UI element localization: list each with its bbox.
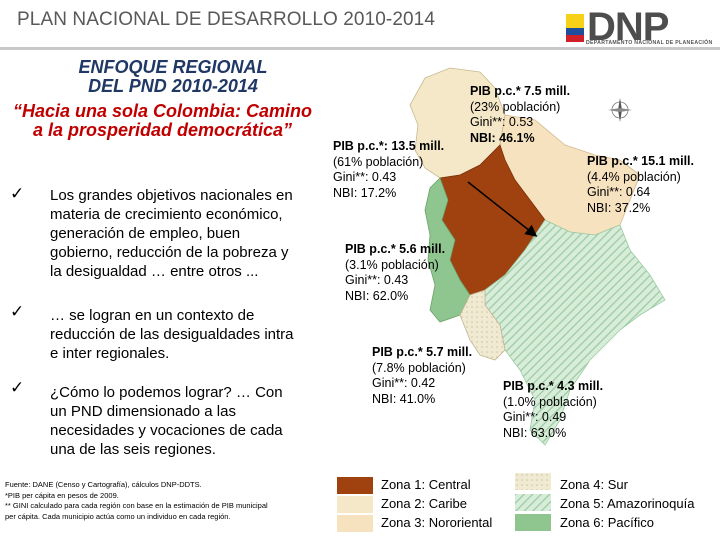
stat-line: PIB p.c.* 5.6 mill. (345, 242, 446, 256)
stat-line: NBI: 62.0% (345, 288, 409, 303)
section-title-line2: DEL PND 2010-2014 (88, 76, 258, 96)
compass-icon (608, 98, 632, 122)
stat-line: PIB p.c.* 15.1 mill. (587, 154, 694, 168)
colombia-flag-icon (566, 14, 584, 42)
stat-line: PIB p.c.* 7.5 mill. (470, 84, 571, 98)
legend-swatch-caribe (337, 496, 373, 513)
region-pacifico (424, 177, 471, 323)
checkmark-icon: ✓ (10, 184, 25, 203)
stat-line: NBI: 63.0% (503, 425, 567, 440)
legend-label-caribe: Zona 2: Caribe (381, 496, 467, 511)
legend-label-pacifico: Zona 6: Pacífico (560, 515, 654, 530)
colombia-regions-map (409, 67, 666, 446)
checkmark-icon: ✓ (10, 378, 25, 397)
stat-line: Gini**: 0.64 (587, 185, 651, 199)
stat-line: (3.1% población) (345, 257, 439, 272)
stat-line: NBI: 41.0% (372, 391, 436, 406)
bullet-line: reducción de las desigualdades intra (50, 326, 294, 343)
stat-line: Gini**: 0.53 (470, 115, 534, 129)
page-header-title: PLAN NACIONAL DE DESARROLLO 2010-2014 (17, 9, 436, 30)
legend-swatch-sur (515, 473, 551, 490)
legend-label-central: Zona 1: Central (381, 477, 471, 492)
footnote-line: per cápita. Cada municipio actúa como un… (5, 511, 231, 521)
stats-sur: PIB p.c.* 5.7 mill. (7.8% población) Gin… (372, 345, 472, 407)
legend-label-nororiental: Zona 3: Nororiental (381, 515, 493, 530)
stat-line: Gini**: 0.43 (345, 273, 409, 287)
stat-line: PIB p.c.* 5.7 mill. (372, 345, 473, 359)
stat-line: (4.4% población) (587, 169, 681, 184)
bullet-line: necesidades y vocaciones de cada (50, 422, 283, 439)
bullet-line: ¿Cómo lo podemos lograr? … Con (50, 384, 283, 401)
region-sur (459, 289, 506, 361)
header-bar (0, 0, 720, 52)
section-subtitle-line1: “Hacia una sola Colombia: Camino (12, 101, 313, 121)
legend-swatch-amazorinoquia (515, 494, 551, 511)
footnotes: Fuente: DANE (Censo y Cartografía), cálc… (5, 480, 330, 522)
stat-line: NBI: 46.1% (470, 130, 535, 145)
legend-swatch-nororiental (337, 515, 373, 532)
stat-line: Gini**: 0.42 (372, 376, 436, 390)
dnp-logo-subtitle: DEPARTAMENTO NACIONAL DE PLANEACIÓN (586, 40, 713, 46)
bullet-line: e inter regionales. (50, 345, 170, 362)
bullet-line: generación de empleo, buen (50, 225, 241, 242)
stats-central: PIB p.c.*: 13.5 mill. (61% población) Gi… (333, 139, 444, 201)
bullet-line: Los grandes objetivos nacionales en (50, 187, 293, 204)
footnote-line: ** GINI calculado para cada región con b… (5, 501, 268, 510)
stat-line: Gini**: 0.43 (333, 170, 397, 184)
bullet-line: … se logran en un contexto de (50, 307, 255, 324)
footnote-line: Fuente: DANE (Censo y Cartografía), cálc… (5, 480, 202, 489)
stat-line: PIB p.c.*: 13.5 mill. (333, 139, 445, 153)
stat-line: Gini**: 0.49 (503, 410, 567, 424)
section-title-line1: ENFOQUE REGIONAL (78, 57, 268, 77)
stat-line: (1.0% población) (503, 394, 597, 409)
stat-line: NBI: 17.2% (333, 185, 397, 200)
legend-label-amazorinoquia: Zona 5: Amazorinoquía (560, 496, 695, 511)
legend-swatch-central (337, 477, 373, 494)
checkmark-icon: ✓ (10, 302, 25, 321)
bullet-item-2: … se logran en un contexto de reducción … (50, 306, 325, 363)
bullet-line: una de las seis regiones. (50, 441, 216, 458)
bullet-line: gobierno, reducción de la pobreza y (50, 244, 289, 261)
bullet-line: la desigualdad … entre otros ... (50, 263, 259, 280)
bullet-item-1: Los grandes objetivos nacionales en mate… (50, 186, 325, 281)
stats-caribe: PIB p.c.* 7.5 mill. (23% población) Gini… (470, 84, 570, 146)
stats-pacifico: PIB p.c.* 5.6 mill. (3.1% población) Gin… (345, 242, 445, 304)
header-divider (0, 47, 720, 50)
footnote-line: *PIB per cápita en pesos de 2009. (5, 490, 119, 500)
bullet-line: un PND dimensionado a las (50, 403, 236, 420)
bullet-item-3: ¿Cómo lo podemos lograr? … Con un PND di… (50, 383, 325, 459)
stat-line: (23% población) (470, 99, 561, 114)
legend-label-sur: Zona 4: Sur (560, 477, 628, 492)
legend-swatch-pacifico (515, 514, 551, 531)
stats-nororiental: PIB p.c.* 15.1 mill. (4.4% población) Gi… (587, 154, 694, 216)
pointer-arrow (467, 181, 538, 237)
stat-line: PIB p.c.* 4.3 mill. (503, 379, 604, 393)
stat-line: (7.8% población) (372, 360, 466, 375)
bullet-line: materia de crecimiento económico, (50, 206, 283, 223)
stat-line: (61% población) (333, 154, 424, 169)
section-subtitle-line2: a la prosperidad democrática” (32, 120, 293, 140)
stats-amazorinoquia: PIB p.c.* 4.3 mill. (1.0% población) Gin… (503, 379, 603, 441)
dnp-logo: DNP (587, 5, 669, 49)
stat-line: NBI: 37.2% (587, 200, 651, 215)
